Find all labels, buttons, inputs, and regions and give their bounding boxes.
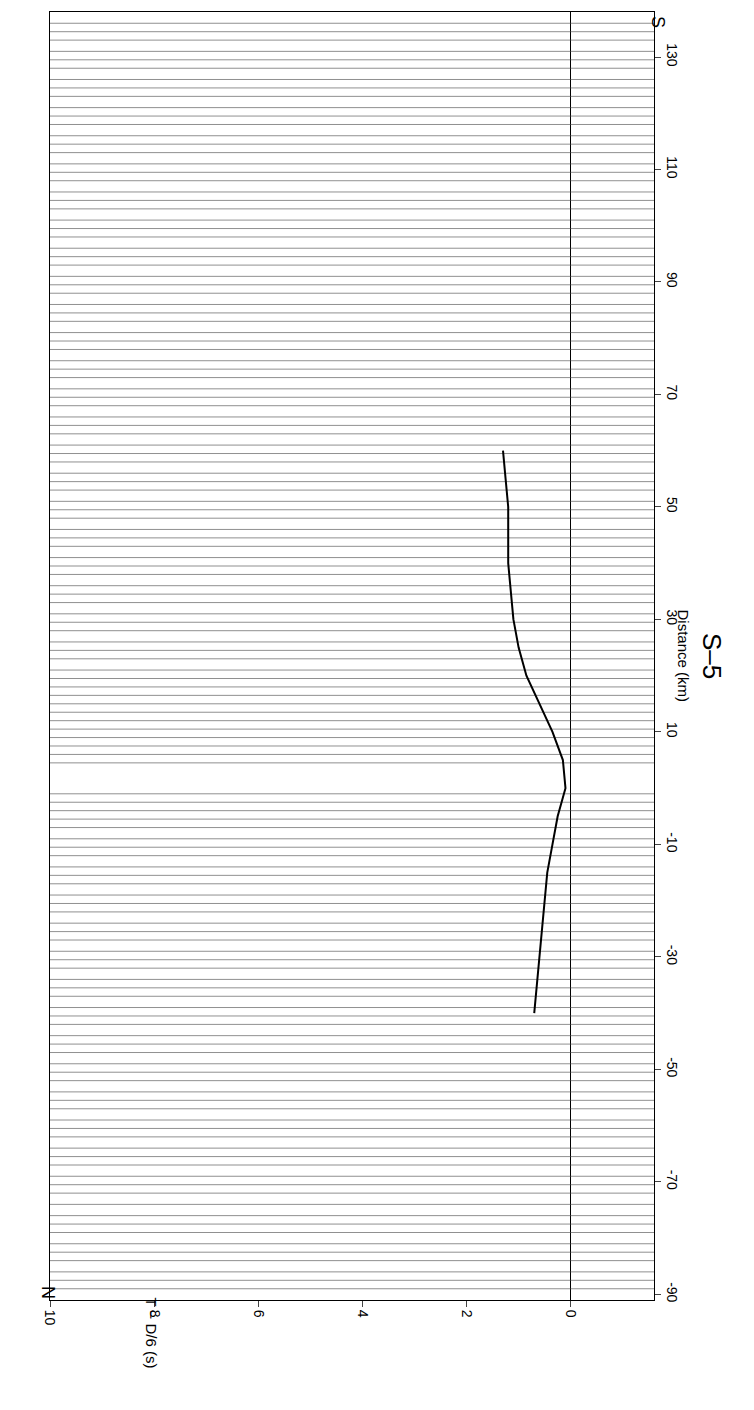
svg-text:110: 110 <box>664 156 680 179</box>
svg-text:30: 30 <box>664 610 680 626</box>
svg-text:-10: -10 <box>664 832 680 852</box>
svg-text:0: 0 <box>563 1310 579 1318</box>
svg-text:4: 4 <box>355 1310 371 1318</box>
svg-text:S: S <box>648 16 668 28</box>
svg-text:50: 50 <box>664 497 680 513</box>
svg-text:-30: -30 <box>664 945 680 965</box>
svg-text:Distance (km): Distance (km) <box>675 610 692 703</box>
svg-text:10: 10 <box>664 722 680 738</box>
svg-text:-50: -50 <box>664 1057 680 1077</box>
svg-text:-90: -90 <box>664 1282 680 1302</box>
svg-text:90: 90 <box>664 272 680 288</box>
svg-text:6: 6 <box>251 1310 267 1318</box>
svg-text:8: 8 <box>147 1310 163 1318</box>
svg-text:N: N <box>38 1286 58 1299</box>
svg-text:T − D/6 (s): T − D/6 (s) <box>143 1297 160 1368</box>
svg-text:130: 130 <box>664 43 680 67</box>
svg-text:10: 10 <box>42 1310 58 1326</box>
svg-text:70: 70 <box>664 385 680 401</box>
svg-text:-70: -70 <box>664 1170 680 1190</box>
svg-text:S–5: S–5 <box>697 633 727 679</box>
svg-text:2: 2 <box>459 1310 475 1318</box>
